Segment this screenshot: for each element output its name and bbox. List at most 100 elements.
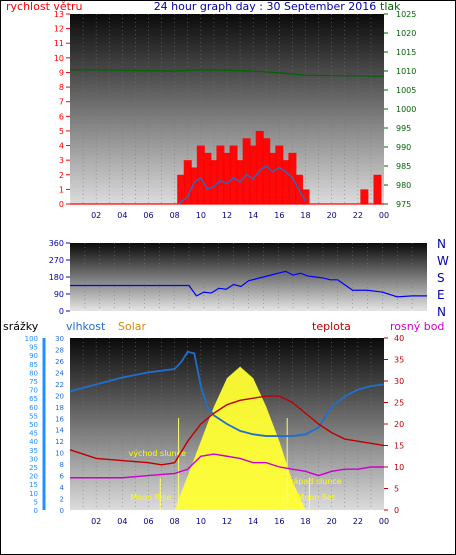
wind-axis-label: rychlost větru — [6, 0, 82, 13]
wind-tick-label: 0 — [59, 200, 64, 209]
rain-tick-label: 50 — [29, 421, 38, 429]
temperature-line — [69, 395, 385, 466]
x-tick-label: 10 — [196, 211, 206, 220]
direction-tick-label: 90 — [54, 290, 64, 299]
humidity-tick-label: 0 — [60, 507, 64, 515]
temp-axis-label: teplota — [312, 320, 351, 333]
rain-tick-label: 40 — [29, 438, 38, 446]
wind-speed-bar — [373, 174, 382, 204]
compass-label: N — [437, 237, 446, 251]
humidity-tick-label: 20 — [55, 392, 64, 400]
x-tick-label: 06 — [143, 211, 153, 220]
wind-speed-bar — [262, 138, 271, 204]
x-tick-label: 00 — [379, 211, 389, 220]
humidity-tick-label: 16 — [55, 415, 64, 423]
rain-tick-label: 15 — [29, 481, 38, 489]
pressure-tick-label: 985 — [396, 162, 411, 171]
rain-tick-label: 45 — [29, 430, 38, 438]
rain-tick-label: 90 — [29, 352, 38, 360]
humidity-tick-label: 14 — [55, 427, 64, 435]
rain-tick-label: 55 — [29, 412, 38, 420]
rain-tick-label: 30 — [29, 455, 38, 463]
humidity-tick-label: 26 — [55, 358, 64, 366]
wind-speed-bar — [229, 145, 238, 204]
humidity-tick-label: 8 — [60, 461, 64, 469]
pressure-tick-label: 995 — [396, 124, 411, 133]
wind-speed-bar — [216, 145, 225, 204]
rain-tick-label: 100 — [25, 335, 38, 343]
wind-speed-bar — [183, 160, 192, 204]
wind-tick-label: 4 — [59, 142, 64, 151]
pressure-tick-label: 990 — [396, 143, 411, 152]
rain-tick-label: 80 — [29, 369, 38, 377]
x-tick-label: 12 — [222, 211, 232, 220]
x-tick-label: 04 — [117, 517, 127, 526]
pressure-tick-label: 1000 — [396, 105, 416, 114]
compass-label: W — [437, 254, 449, 268]
direction-tick-label: 270 — [49, 256, 64, 265]
wind-speed-bar — [242, 138, 251, 204]
rain-tick-label: 0 — [34, 507, 38, 515]
wind-tick-label: 1 — [59, 185, 64, 194]
wind-tick-label: 8 — [59, 83, 64, 92]
x-tick-label: 12 — [222, 517, 232, 526]
direction-tick-label: 360 — [49, 239, 64, 248]
x-tick-label: 00 — [379, 517, 389, 526]
compass-label: E — [437, 288, 445, 302]
temp-tick-label: 35 — [394, 356, 404, 365]
wind-tick-label: 12 — [54, 25, 64, 34]
humidity-tick-label: 22 — [55, 381, 64, 389]
rain-tick-label: 10 — [29, 490, 38, 498]
temp-tick-label: 0 — [394, 506, 399, 515]
direction-tick-label: 180 — [49, 273, 64, 282]
wind-speed-bar — [190, 167, 199, 204]
pressure-tick-label: 1005 — [396, 86, 416, 95]
dew-point-line — [70, 453, 384, 479]
wind-speed-bar — [249, 145, 258, 204]
pressure-axis-label: tlak — [380, 0, 401, 13]
wind-speed-bar — [255, 130, 264, 204]
sunrise-label: východ slunce — [129, 449, 186, 458]
temp-tick-label: 15 — [394, 442, 404, 451]
wind-speed-bar — [177, 174, 186, 204]
solar-area — [174, 366, 306, 510]
wind-speed-bar — [275, 145, 284, 204]
rain-tick-label: 5 — [34, 498, 38, 506]
temp-tick-label: 20 — [394, 420, 404, 429]
humidity-tick-label: 12 — [55, 438, 64, 446]
wind-tick-label: 5 — [59, 127, 64, 136]
temp-tick-label: 10 — [394, 463, 404, 472]
rain-axis-label: srážky — [3, 320, 39, 333]
wind-speed-bar — [360, 189, 369, 204]
rain-tick-label: 70 — [29, 387, 38, 395]
wind-tick-label: 13 — [54, 10, 64, 19]
x-tick-label: 22 — [353, 211, 363, 220]
rain-tick-label: 65 — [29, 395, 38, 403]
x-tick-label: 08 — [170, 211, 180, 220]
x-tick-label: 08 — [170, 517, 180, 526]
pressure-tick-label: 1010 — [396, 67, 416, 76]
rain-tick-label: 25 — [29, 464, 38, 472]
humidity-axis-label: vlhkost — [66, 320, 106, 333]
wind-speed-bar — [203, 152, 212, 204]
pressure-tick-label: 1015 — [396, 48, 416, 57]
x-tick-label: 16 — [274, 211, 284, 220]
humidity-tick-label: 28 — [55, 346, 64, 354]
wind-speed-bar — [196, 145, 205, 204]
sunset-label: západ slunce — [289, 477, 342, 486]
moon-set-label: Moon Set — [297, 493, 334, 502]
x-tick-label: 18 — [300, 211, 310, 220]
wind-gust-line — [178, 165, 307, 205]
humidity-tick-label: 30 — [55, 335, 64, 343]
x-tick-label: 14 — [248, 517, 258, 526]
wind-tick-label: 9 — [59, 68, 64, 77]
temp-tick-label: 30 — [394, 377, 404, 386]
x-tick-label: 18 — [300, 517, 310, 526]
pressure-tick-label: 980 — [396, 181, 411, 190]
wind-direction-line — [70, 270, 427, 298]
chart-title: 24 hour graph day : 30 September 2016 — [154, 0, 377, 13]
humidity-line — [69, 350, 385, 437]
humidity-tick-label: 10 — [55, 450, 64, 458]
rain-tick-label: 75 — [29, 378, 38, 386]
